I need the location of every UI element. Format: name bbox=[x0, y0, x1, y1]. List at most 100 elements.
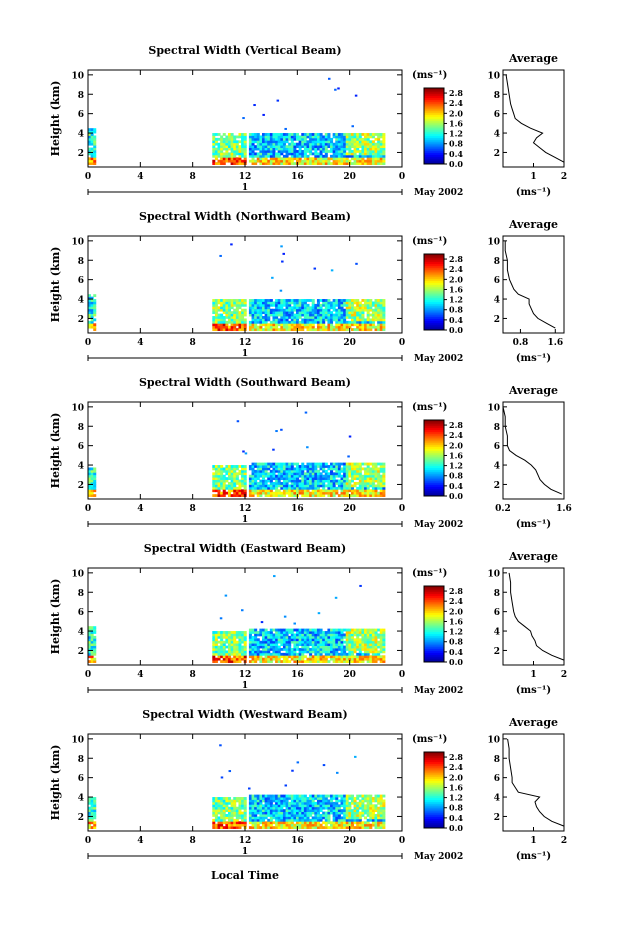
heatmap-cell bbox=[356, 797, 360, 800]
heatmap-cell bbox=[350, 660, 354, 663]
heatmap-cell bbox=[220, 801, 224, 805]
heatmap-cell bbox=[340, 797, 344, 800]
heatmap-cell bbox=[374, 311, 378, 314]
heatmap-cell bbox=[316, 794, 320, 798]
heatmap-cell bbox=[335, 801, 339, 805]
heatmap-cell bbox=[290, 318, 294, 322]
heatmap-cell bbox=[280, 467, 284, 471]
heatmap-cell bbox=[277, 150, 281, 153]
heatmap-cell bbox=[301, 811, 305, 815]
heatmap-cell bbox=[267, 479, 271, 483]
heatmap-cell bbox=[332, 145, 336, 148]
heatmap-cell bbox=[214, 809, 218, 812]
heatmap-cell bbox=[290, 140, 294, 144]
heatmap-cell bbox=[332, 154, 336, 158]
y-tick-label: 2 bbox=[78, 481, 84, 491]
heatmap-cell bbox=[314, 494, 318, 497]
heatmap-cell bbox=[90, 643, 94, 646]
heatmap-cell bbox=[337, 467, 341, 471]
heatmap-cell bbox=[296, 316, 300, 319]
heatmap-cell bbox=[356, 316, 360, 319]
heatmap-cell bbox=[298, 635, 302, 639]
heatmap-cell bbox=[350, 301, 354, 305]
heatmap-cell bbox=[251, 157, 255, 161]
heatmap-cell bbox=[332, 491, 336, 495]
heatmap-cell bbox=[348, 147, 352, 151]
heatmap-cell bbox=[345, 645, 349, 649]
heatmap-cell bbox=[371, 308, 375, 312]
average-x-tick-label: 2 bbox=[561, 670, 567, 680]
heatmap-cell bbox=[350, 316, 354, 319]
heatmap-cell bbox=[350, 823, 354, 827]
average-y-tick-label: 4 bbox=[494, 130, 500, 140]
heatmap-cell bbox=[233, 652, 237, 656]
heatmap-cell bbox=[369, 633, 373, 637]
heatmap-cell bbox=[337, 308, 341, 312]
heatmap-cell bbox=[379, 320, 383, 324]
heatmap-cell bbox=[275, 652, 279, 656]
heatmap-cells bbox=[88, 575, 386, 663]
heatmap-cell bbox=[298, 325, 302, 329]
colorbar-tick-label: 1.2 bbox=[449, 461, 463, 471]
heatmap-cell bbox=[243, 301, 247, 305]
heatmap-cell bbox=[241, 818, 245, 822]
heatmap-cell bbox=[277, 806, 281, 810]
heatmap-cell bbox=[382, 320, 386, 324]
heatmap-cell bbox=[371, 645, 375, 649]
heatmap-cell bbox=[233, 818, 237, 822]
heatmap-cell bbox=[254, 655, 258, 659]
heatmap-cell bbox=[340, 137, 344, 141]
heatmap-cell bbox=[90, 826, 94, 829]
heatmap-cell bbox=[235, 147, 239, 151]
heatmap-cell bbox=[282, 147, 286, 151]
heatmap-cell bbox=[337, 313, 341, 317]
heatmap-cell bbox=[319, 628, 323, 632]
heatmap-cell bbox=[303, 484, 307, 488]
heatmap-cell bbox=[337, 482, 341, 485]
heatmap-cell bbox=[275, 135, 279, 139]
heatmap-cell bbox=[332, 809, 336, 812]
average-y-tick-label: 10 bbox=[487, 237, 500, 247]
heatmap-cell bbox=[379, 462, 383, 466]
heatmap-cell bbox=[285, 159, 289, 163]
heatmap-cell bbox=[241, 631, 245, 634]
heatmap-cell bbox=[293, 135, 297, 139]
heatmap-cell bbox=[277, 313, 281, 317]
heatmap-cell bbox=[306, 308, 310, 312]
heatmap-cell bbox=[269, 325, 273, 329]
heatmap-cell bbox=[335, 821, 339, 825]
heatmap-cell bbox=[272, 799, 276, 803]
heatmap-cell bbox=[280, 809, 284, 812]
heatmap-cell bbox=[254, 648, 258, 651]
heatmap-cell bbox=[288, 325, 292, 329]
heatmap-cell bbox=[330, 137, 334, 141]
heatmap-cell bbox=[358, 628, 362, 632]
heatmap-cell bbox=[309, 323, 313, 327]
heatmap-cell bbox=[350, 313, 354, 317]
heatmap-cell bbox=[364, 328, 368, 331]
heatmap-cell bbox=[248, 325, 252, 329]
heatmap-cell bbox=[227, 801, 232, 805]
heatmap-cell bbox=[88, 296, 92, 300]
heatmap-cell bbox=[353, 477, 357, 480]
heatmap-cell bbox=[327, 316, 331, 319]
heatmap-cell bbox=[332, 157, 336, 161]
heatmap-cell bbox=[314, 657, 318, 661]
heatmap-cell bbox=[353, 657, 357, 661]
heatmap-cell bbox=[301, 133, 305, 136]
heatmap-cell bbox=[361, 806, 365, 810]
heatmap-cell bbox=[316, 657, 320, 661]
heatmap-cell bbox=[235, 299, 239, 302]
heatmap-cell bbox=[217, 494, 221, 497]
heatmap-cell bbox=[358, 650, 362, 654]
colorbar-segment bbox=[424, 608, 444, 612]
heatmap-cell bbox=[319, 660, 323, 663]
heatmap-cell bbox=[303, 299, 307, 302]
heatmap-cell bbox=[214, 316, 218, 319]
heatmap-cell bbox=[230, 799, 234, 803]
heatmap-cell bbox=[324, 489, 328, 493]
heatmap-cell bbox=[285, 648, 289, 651]
heatmap-cell bbox=[282, 818, 286, 822]
heatmap-cell bbox=[269, 489, 273, 493]
heatmap-cell bbox=[248, 137, 252, 141]
